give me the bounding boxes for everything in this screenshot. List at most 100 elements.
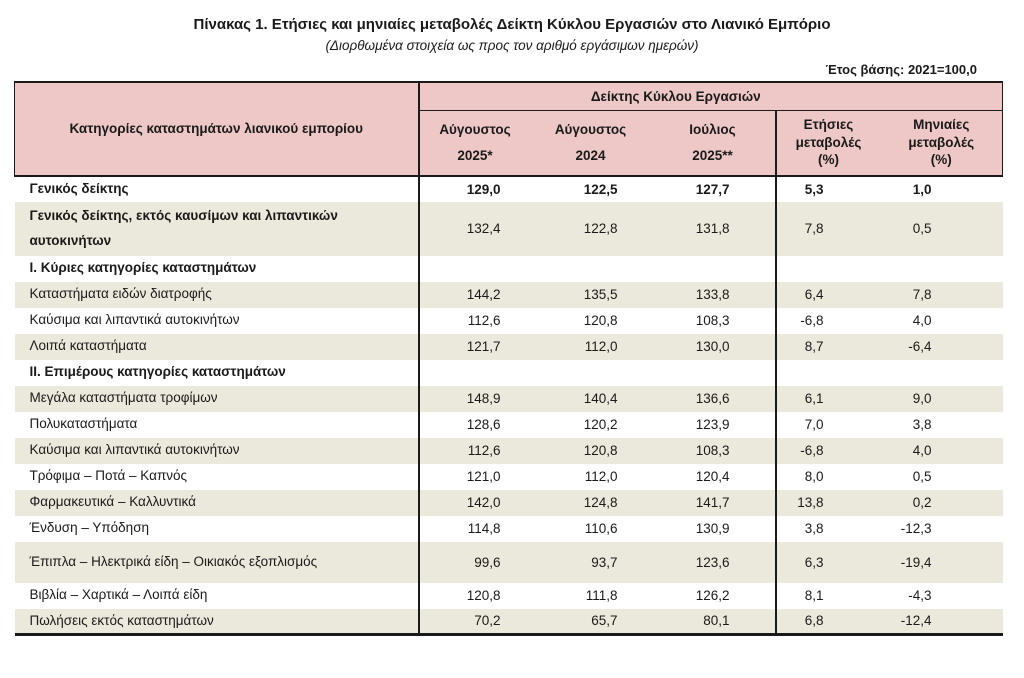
row-label: Καταστήματα ειδών διατροφής [14,281,420,308]
cell-value: -6,8 [800,313,824,328]
cell-value: 124,8 [583,495,618,510]
cell-value: 122,8 [583,221,618,236]
value-cell: 3,8 [881,412,1003,438]
value-cell: 120,8 [531,438,651,464]
cell-value: 4,0 [912,443,932,458]
value-cell: 120,8 [531,308,651,334]
table-title: Πίνακας 1. Ετήσιες και μηνιαίες μεταβολέ… [193,16,831,33]
column-header-line: Μηνιαίες [913,117,970,133]
cell-value: -6,4 [908,339,932,354]
cell-value: 80,1 [703,613,730,629]
cell-value: 130,9 [695,521,730,536]
value-cell: 112,0 [531,464,651,490]
value-cell: -6,8 [776,438,881,464]
cell-value: 7,8 [912,287,932,302]
turnover-index-table: Κατηγορίες καταστημάτων λιανικού εμπορίο… [14,81,1003,636]
value-cell [776,360,881,386]
row-label: ΙΙ. Επιμέρους κατηγορίες καταστημάτων [14,359,420,386]
table-row: Καταστήματα ειδών διατροφής 144,2 135,5 133… [14,281,1003,308]
value-cell [881,256,1003,282]
value-cell: 140,4 [531,386,651,412]
value-cell: 110,6 [531,516,651,542]
cell-value: 112,0 [584,339,618,354]
cell-value: 108,3 [695,443,730,458]
cell-value: 114,8 [467,521,501,536]
value-cell: 0,5 [881,464,1003,490]
cell-value: 112,6 [467,443,501,458]
cell-value: 93,7 [591,554,618,570]
cell-value: 112,0 [584,469,618,484]
cell-value: 6,8 [804,613,824,629]
value-cell: 65,7 [531,609,651,635]
column-header-line: μεταβολές [908,134,975,150]
cell-value: -19,4 [900,554,932,570]
value-cell: 142,0 [419,490,531,516]
value-cell: 120,8 [419,583,531,609]
cell-value: 128,6 [466,417,501,432]
cell-value: 129,0 [466,181,501,197]
cell-value: 142,0 [466,495,501,510]
column-header-line: (%) [930,152,952,168]
value-cell: 0,5 [881,202,1003,256]
cell-value: 9,0 [912,391,932,406]
value-cell: 121,0 [419,464,531,490]
cell-value: 133,8 [695,287,730,302]
cell-value: 130,0 [695,339,730,354]
value-cell: 13,8 [776,490,881,516]
value-cell: 5,3 [776,176,881,202]
cell-value: 141,7 [695,495,730,510]
value-cell: 3,8 [776,516,881,542]
value-cell: 70,2 [419,609,531,635]
document-page: Πίνακας 1. Ετήσιες και μηνιαίες μεταβολέ… [0,16,1024,678]
cell-value: 135,5 [583,287,618,302]
row-label: Γενικός δείκτης, εκτός καυσίμων και λιπα… [14,201,420,256]
cell-value: 8,7 [804,339,824,354]
category-column-header: Κατηγορίες καταστημάτων λιανικού εμπορίο… [14,82,420,177]
cell-value: 144,2 [466,287,501,302]
cell-value: 0,5 [912,221,932,236]
row-label: Πωλήσεις εκτός καταστημάτων [14,608,420,635]
value-cell: 144,2 [419,282,531,308]
cell-value: 3,8 [912,417,932,432]
value-cell: 0,2 [881,490,1003,516]
cell-value: 126,2 [695,588,730,603]
cell-value: 120,8 [466,588,501,603]
column-header-line: Αύγουστος [439,121,511,137]
cell-value: 132,4 [466,221,501,236]
value-cell: 120,2 [531,412,651,438]
cell-value: 8,0 [804,469,824,484]
cell-value: 3,8 [804,521,824,536]
value-cell: 131,8 [650,201,777,256]
cell-value: 120,8 [583,313,618,328]
value-cell: 1,0 [881,176,1003,202]
value-cell: 7,0 [776,412,881,438]
value-cell: 6,1 [776,386,881,412]
row-label: Πολυκαταστήματα [14,411,420,438]
value-cell: 130,9 [650,515,777,542]
table-row: Πωλήσεις εκτός καταστημάτων 70,2 65,7 80,1 6… [14,608,1003,635]
cell-value: 5,3 [804,181,824,197]
cell-value: 6,4 [804,287,824,302]
value-cell: 122,5 [531,176,651,202]
row-label: Καύσιμα και λιπαντικά αυτοκινήτων [14,437,420,464]
column-header-line: 2025* [457,148,493,164]
cell-value: 127,7 [695,181,730,197]
value-cell: 112,0 [531,334,651,360]
value-cell: -6,4 [881,334,1003,360]
cell-value: 7,8 [804,221,824,236]
value-cell: 127,7 [650,175,777,202]
value-cell: 124,8 [531,490,651,516]
cell-value: -4,3 [908,588,932,603]
table-row: Έπιπλα – Ηλεκτρικά είδη – Οικιακός εξοπλ… [14,541,1003,583]
value-cell [776,256,881,282]
table-body: Γενικός δείκτης 129,0 122,5 127,7 5,3 1,0 Γενι… [14,175,1003,635]
value-cell: 132,4 [419,202,531,256]
value-cell: 130,0 [650,333,777,360]
column-header-lines: Μηνιαίες μεταβολές (%) [881,111,1003,175]
value-cell: 135,5 [531,282,651,308]
row-label: Λοιπά καταστήματα [14,333,420,360]
base-year-note: Έτος βάσης: 2021=100,0 [825,62,977,77]
value-cell: 112,6 [419,308,531,334]
value-cell: 141,7 [650,489,777,516]
value-cell: 4,0 [881,308,1003,334]
